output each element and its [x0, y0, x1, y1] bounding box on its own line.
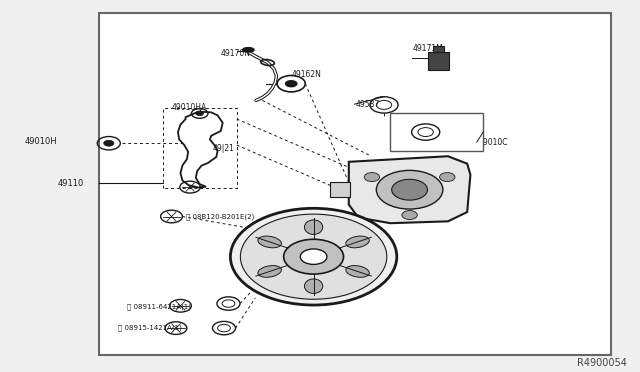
Circle shape — [364, 173, 380, 182]
Text: Ⓑ 08B120-B201E(2): Ⓑ 08B120-B201E(2) — [186, 213, 254, 220]
Text: R4900054: R4900054 — [577, 357, 627, 368]
Ellipse shape — [305, 220, 323, 234]
Circle shape — [285, 80, 298, 87]
Text: 49171M: 49171M — [413, 44, 444, 53]
Text: 49162N: 49162N — [291, 70, 321, 79]
Circle shape — [376, 170, 443, 209]
Circle shape — [241, 214, 387, 299]
Ellipse shape — [258, 236, 282, 248]
Bar — [428, 52, 449, 70]
Circle shape — [284, 239, 344, 274]
Ellipse shape — [305, 279, 323, 294]
Bar — [390, 113, 483, 151]
Bar — [99, 13, 611, 355]
Circle shape — [402, 211, 417, 219]
Circle shape — [440, 173, 455, 182]
Bar — [433, 46, 444, 52]
Text: 49170N: 49170N — [221, 49, 251, 58]
Ellipse shape — [346, 266, 369, 277]
Text: 49|21: 49|21 — [212, 144, 234, 153]
Polygon shape — [349, 156, 470, 223]
Circle shape — [392, 179, 428, 200]
Text: 49587: 49587 — [356, 100, 380, 109]
Text: Ⓝ 08915-1421A(1): Ⓝ 08915-1421A(1) — [118, 325, 182, 331]
Circle shape — [230, 208, 397, 305]
Ellipse shape — [346, 236, 369, 248]
Bar — [330, 182, 350, 197]
Text: 49010H: 49010H — [24, 137, 57, 146]
Circle shape — [300, 249, 327, 264]
Text: 49010HA: 49010HA — [172, 103, 207, 112]
Text: Ⓝ 08911-6421A(1): Ⓝ 08911-6421A(1) — [127, 303, 191, 310]
Text: 49110: 49110 — [58, 179, 84, 187]
Ellipse shape — [243, 48, 254, 52]
Text: 49010C: 49010C — [479, 138, 508, 147]
Ellipse shape — [258, 266, 282, 277]
Text: 49111: 49111 — [255, 234, 279, 243]
Circle shape — [104, 140, 114, 146]
Circle shape — [196, 111, 204, 116]
